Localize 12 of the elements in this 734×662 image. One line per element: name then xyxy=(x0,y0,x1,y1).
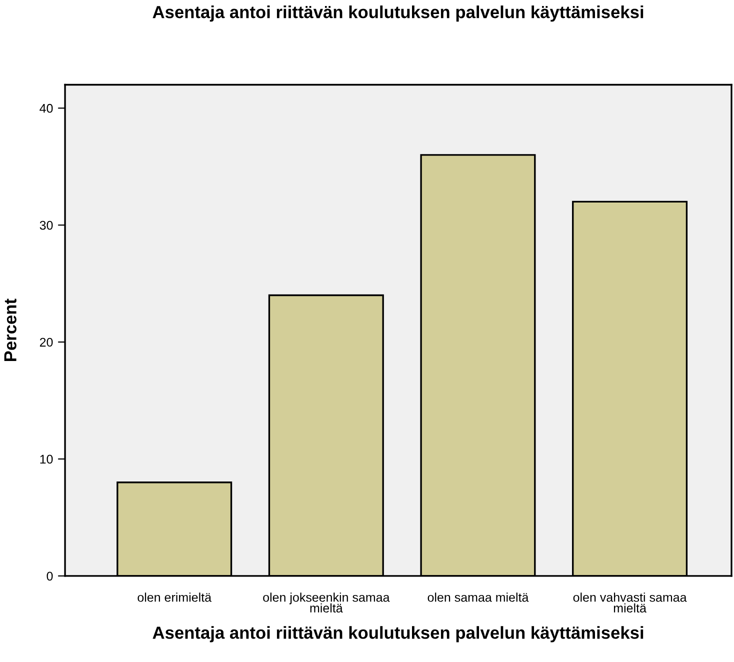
y-axis-title: Percent xyxy=(4,298,16,362)
y-tick-label: 0 xyxy=(46,572,53,581)
x-tick-label: olen samaa mieltä xyxy=(428,592,529,602)
chart-title: Asentaja antoi riittävän koulutuksen palvelun käyttämiseksi xyxy=(152,5,644,22)
x-tick-label: olen jokseenkin samaa mieltä xyxy=(263,592,390,613)
x-tick-label: olen erimieltä xyxy=(138,592,212,602)
y-tick-label: 30 xyxy=(40,220,53,230)
y-tick-label: 10 xyxy=(40,454,53,464)
y-tick-label: 20 xyxy=(40,338,53,347)
x-axis-title: Asentaja antoi riittävän koulutuksen palvelun käyttämiseksi xyxy=(152,626,644,642)
y-tick-label: 40 xyxy=(40,104,53,113)
x-tick-label: olen vahvasti samaa mieltä xyxy=(573,592,687,613)
